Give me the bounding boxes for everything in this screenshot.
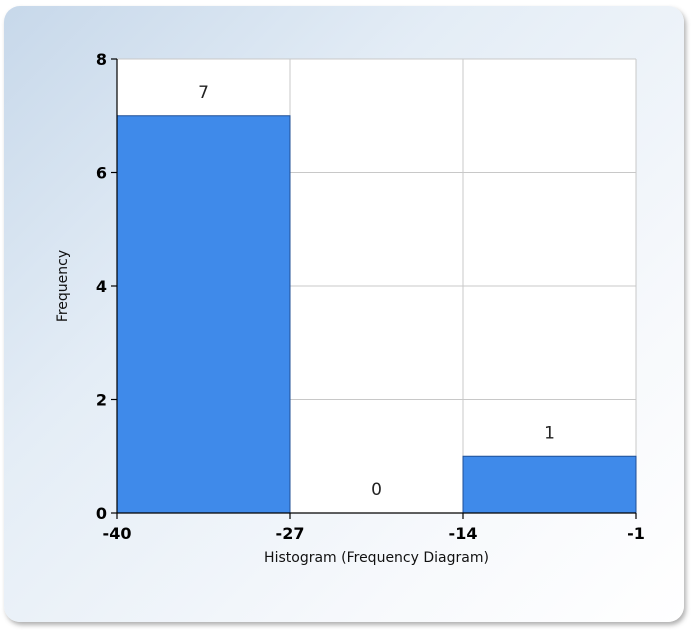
y-tick-label: 8 <box>96 50 107 69</box>
bar-value-label: 1 <box>544 423 555 443</box>
y-tick-label: 4 <box>96 277 107 296</box>
bar-value-label: 0 <box>371 480 382 500</box>
x-axis-title: Histogram (Frequency Diagram) <box>264 550 489 566</box>
data-labels: 7 0 1 <box>198 83 555 500</box>
axes <box>111 58 637 519</box>
x-tick-label: -27 <box>276 524 305 543</box>
bar-value-label: 7 <box>198 83 209 103</box>
histogram-bar <box>116 115 291 514</box>
tick-labels: 0 2 4 6 8 -40 -27 -14 -1 <box>96 50 645 543</box>
histogram-bar <box>462 455 637 514</box>
y-tick-label: 2 <box>96 391 107 410</box>
bars <box>116 115 637 514</box>
x-tick-label: -1 <box>627 524 645 543</box>
x-tick-label: -14 <box>449 524 478 543</box>
y-axis-title: Frequency <box>55 250 71 322</box>
y-tick-label: 0 <box>96 504 107 523</box>
x-tick-label: -40 <box>103 524 132 543</box>
y-tick-label: 6 <box>96 164 107 183</box>
